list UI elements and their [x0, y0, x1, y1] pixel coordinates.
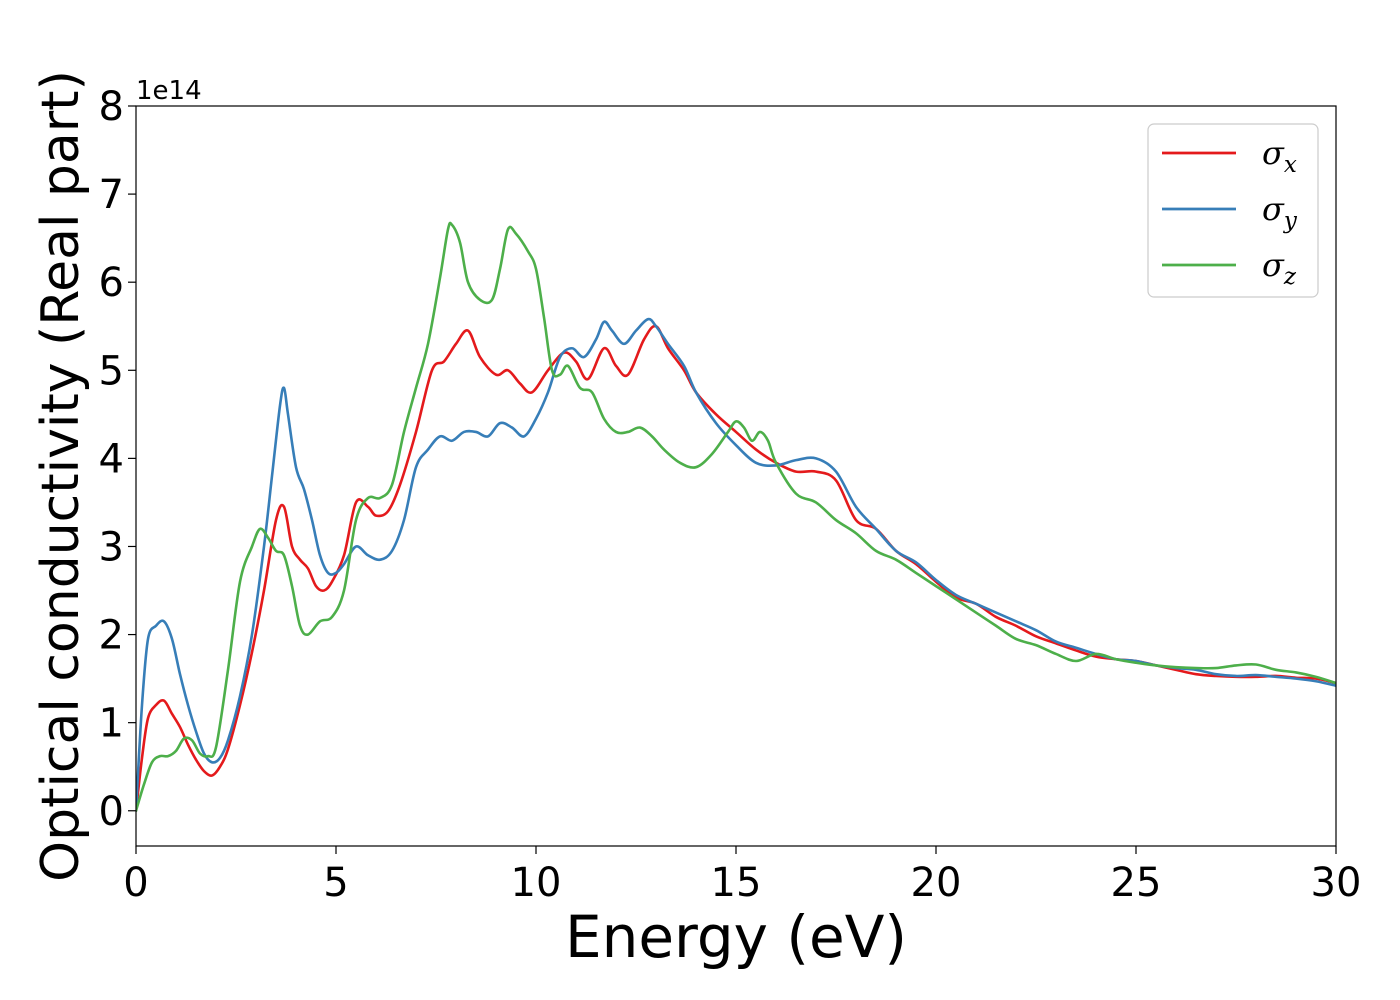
- y-axis-ticks: 0 1 2 3 4 5 6 7 8: [99, 84, 136, 835]
- y-tick-label: 3: [99, 524, 124, 570]
- y-offset-label: 1e14: [136, 76, 202, 106]
- plot-area: [135, 105, 1337, 847]
- y-tick-label: 2: [99, 613, 124, 659]
- x-tick-label: 5: [323, 860, 348, 906]
- series-line-z: [136, 221, 1336, 813]
- legend-label-z: σz: [1262, 246, 1297, 290]
- y-tick-label: 4: [99, 436, 124, 482]
- legend-label-y: σy: [1262, 190, 1298, 234]
- y-tick-label: 6: [99, 260, 124, 306]
- legend-label-x: σx: [1262, 134, 1297, 178]
- x-axis-label: Energy (eV): [565, 903, 907, 971]
- y-axis-label: Optical conductivity (Real part): [31, 70, 91, 882]
- x-tick-label: 10: [511, 860, 562, 906]
- y-tick-label: 0: [99, 789, 124, 835]
- x-tick-label: 25: [1111, 860, 1162, 906]
- x-tick-label: 0: [123, 860, 148, 906]
- x-tick-label: 20: [911, 860, 962, 906]
- series-line-x: [136, 324, 1336, 813]
- x-tick-label: 15: [711, 860, 762, 906]
- legend-box: [1147, 123, 1319, 298]
- legend: σx σy σz: [1147, 123, 1319, 298]
- y-tick-label: 7: [99, 172, 124, 218]
- y-tick-label: 5: [99, 348, 124, 394]
- x-tick-label: 30: [1311, 860, 1362, 906]
- x-axis-ticks: 0 5 10 15 20 25 30: [123, 846, 1361, 906]
- y-tick-label: 1: [99, 701, 124, 747]
- series-layer: [136, 221, 1336, 813]
- series-line-y: [136, 317, 1336, 813]
- y-tick-label: 8: [99, 84, 124, 130]
